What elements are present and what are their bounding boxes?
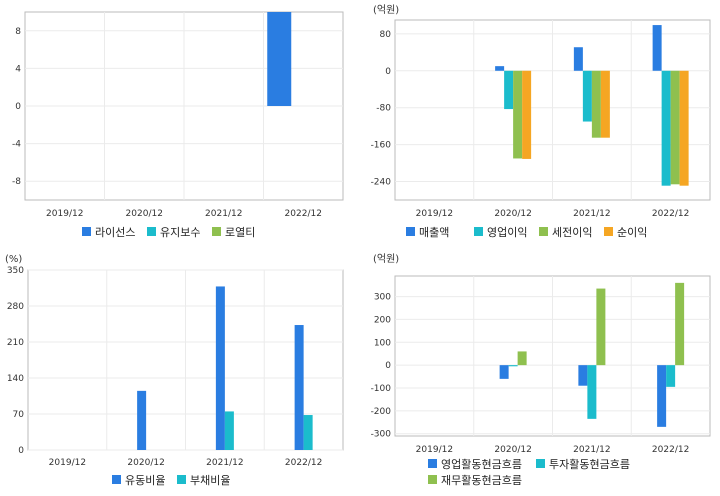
bar xyxy=(499,365,509,379)
y-tick-label: 300 xyxy=(374,293,391,303)
y-tick-label: -8 xyxy=(12,177,21,187)
x-tick-label: 2022/12 xyxy=(285,458,322,468)
x-tick-label: 2021/12 xyxy=(206,458,243,468)
chart-1: -8 -4 0 4 8 2019/12 2020/12 2021/12 2022/12 라이선스 유… xyxy=(12,11,344,239)
legend-label: 유지보수 xyxy=(160,226,200,239)
bar xyxy=(578,365,588,386)
y-tick-label: 350 xyxy=(7,266,24,276)
bar xyxy=(513,70,523,159)
y-tick-label: 0 xyxy=(18,446,24,456)
bar xyxy=(504,70,514,110)
x-tick-label: 2019/12 xyxy=(46,209,83,219)
y-tick-label: -4 xyxy=(12,140,21,150)
bar xyxy=(303,415,313,450)
y-tick-label: -200 xyxy=(371,407,392,417)
bar xyxy=(600,70,610,138)
y-tick-label: 200 xyxy=(374,315,391,325)
chart-4: -300 -200 -100 0 100 200 300 2019/12 2020/12 2021… xyxy=(371,253,711,487)
bar xyxy=(582,70,592,122)
y-tick-label: 0 xyxy=(15,102,21,112)
legend-label: 영업활동현금흐름 xyxy=(441,457,522,471)
y-tick-label: -300 xyxy=(371,430,392,440)
bar xyxy=(661,70,671,186)
y-tick-label: -240 xyxy=(371,178,392,188)
bar xyxy=(517,351,527,366)
bar xyxy=(224,411,234,450)
y-tick-label: 4 xyxy=(15,64,21,74)
bar xyxy=(495,66,505,71)
bar xyxy=(675,282,685,366)
y-tick-label: 80 xyxy=(380,30,392,40)
y-tick-label: 0 xyxy=(385,67,391,77)
y-tick-label: 70 xyxy=(13,410,25,420)
legend-swatch xyxy=(112,475,121,484)
legend-swatch xyxy=(406,227,415,236)
legend-swatch xyxy=(474,227,483,236)
legend-swatch xyxy=(428,475,437,484)
chart-3: 0 70 140 210 280 350 2019/12 2020/12 2021/12 2022… xyxy=(5,254,344,487)
legend-swatch xyxy=(536,459,545,468)
bar xyxy=(267,12,292,106)
bar xyxy=(294,325,304,450)
bar xyxy=(670,70,680,185)
bar xyxy=(137,390,147,450)
unit-label: (억원) xyxy=(373,4,399,16)
bar xyxy=(522,70,532,159)
legend-swatch xyxy=(177,475,186,484)
bar xyxy=(508,365,518,367)
x-tick-label: 2020/12 xyxy=(127,458,164,468)
bar xyxy=(657,365,667,427)
unit-label: (%) xyxy=(5,254,22,265)
x-tick-label: 2021/12 xyxy=(573,209,610,219)
x-tick-label: 2020/12 xyxy=(494,209,531,219)
legend-label: 부채비율 xyxy=(190,474,230,487)
legend-swatch xyxy=(428,459,437,468)
x-tick-label: 2022/12 xyxy=(285,209,322,219)
legend-label: 투자활동현금흐름 xyxy=(549,457,630,471)
y-tick-label: -160 xyxy=(371,141,392,151)
y-tick-label: 100 xyxy=(374,338,391,348)
x-tick-label: 2021/12 xyxy=(573,445,610,455)
y-tick-label: 280 xyxy=(7,302,24,312)
legend-label: 매출액 xyxy=(419,226,449,239)
bar xyxy=(679,70,689,186)
x-tick-label: 2021/12 xyxy=(205,209,242,219)
legend-label: 세전이익 xyxy=(552,226,592,239)
legend-label: 재무활동현금흐름 xyxy=(441,473,522,487)
bar xyxy=(591,70,601,138)
legend-swatch xyxy=(212,227,221,236)
legend-swatch xyxy=(539,227,548,236)
legend-label: 로열티 xyxy=(225,226,255,239)
legend-label: 영업이익 xyxy=(487,226,527,239)
x-tick-label: 2022/12 xyxy=(652,209,689,219)
bar xyxy=(587,365,597,419)
bar xyxy=(652,25,662,71)
bar xyxy=(215,286,225,450)
y-tick-label: 140 xyxy=(7,374,24,384)
x-tick-label: 2019/12 xyxy=(416,209,453,219)
x-tick-label: 2020/12 xyxy=(494,445,531,455)
y-tick-label: -80 xyxy=(376,104,391,114)
chart-2: -240 -160 -80 0 80 2019/12 2020/12 2021/12 2022/… xyxy=(371,4,711,239)
legend-swatch xyxy=(82,227,91,236)
legend-label: 순이익 xyxy=(617,226,647,239)
y-tick-label: -100 xyxy=(371,384,392,394)
bar xyxy=(596,288,606,366)
legend-label: 유동비율 xyxy=(125,474,165,487)
y-tick-label: 0 xyxy=(385,361,391,371)
x-tick-label: 2019/12 xyxy=(49,458,86,468)
legend-swatch xyxy=(147,227,156,236)
unit-label: (억원) xyxy=(373,253,399,265)
legend-swatch xyxy=(604,227,613,236)
x-tick-label: 2022/12 xyxy=(652,445,689,455)
bar xyxy=(666,365,676,387)
x-tick-label: 2019/12 xyxy=(416,445,453,455)
y-tick-label: 210 xyxy=(7,338,24,348)
legend-label: 라이선스 xyxy=(95,226,135,239)
bar xyxy=(573,47,583,71)
y-tick-label: 8 xyxy=(15,27,21,37)
x-tick-label: 2020/12 xyxy=(126,209,163,219)
